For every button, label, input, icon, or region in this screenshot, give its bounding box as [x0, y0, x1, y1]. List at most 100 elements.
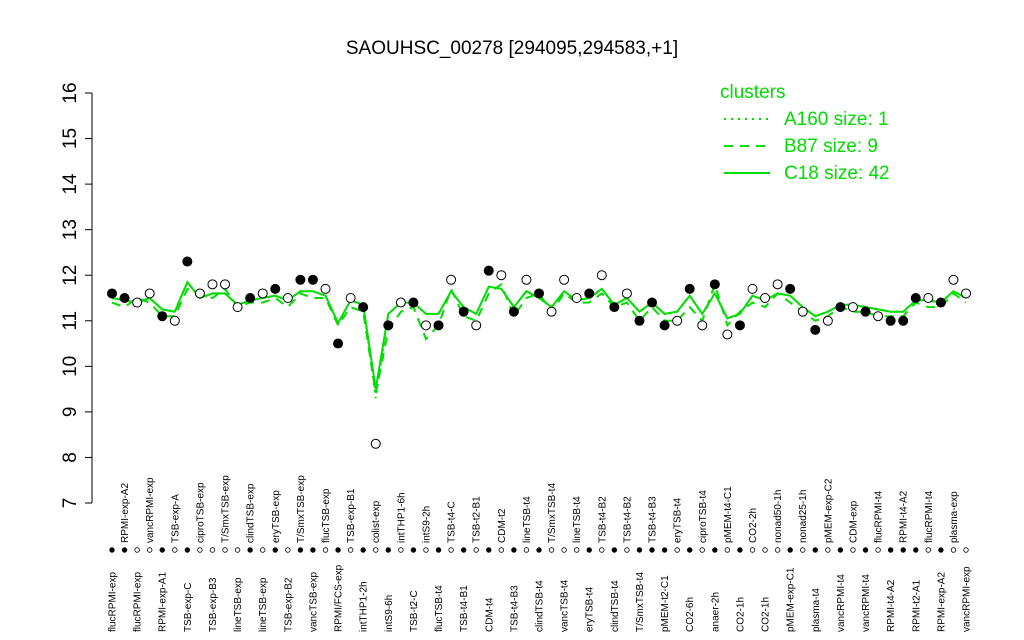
sample-marker: [310, 547, 316, 553]
sample-point: [182, 256, 193, 267]
sample-point: [508, 306, 519, 317]
sample-point: [910, 293, 921, 303]
x-tick-label: RPMI-t4-A2: [886, 579, 897, 632]
x-tick-label: intS9-2h: [421, 506, 432, 543]
sample-marker: [536, 547, 542, 553]
sample-marker: [222, 547, 228, 553]
x-tick-label: TSB-t4-B2: [597, 496, 608, 543]
sample-marker: [913, 547, 919, 553]
sample-point: [307, 274, 318, 285]
y-tick-label: 14: [60, 173, 81, 195]
sample-marker: [498, 547, 505, 553]
x-tick-label: eryTSB-t4: [585, 587, 596, 632]
sample-marker: [636, 547, 643, 553]
x-tick-label: flucTSB-t4: [434, 585, 445, 632]
sample-marker: [435, 547, 442, 553]
sample-marker: [172, 547, 178, 553]
sample-point: [534, 288, 544, 299]
sample-marker: [687, 547, 693, 553]
sample-marker: [197, 547, 203, 553]
chart-title: SAOUHSC_00278 [294095,294583,+1]: [346, 38, 678, 59]
sample-point: [232, 302, 243, 313]
sample-point: [408, 297, 419, 308]
x-tick-label: TSB-t4-B3: [648, 496, 659, 543]
sample-marker: [875, 547, 881, 553]
x-tick-label: CO2-1h: [735, 597, 746, 632]
sample-point: [873, 311, 884, 322]
sample-marker: [511, 547, 517, 553]
sample-marker: [862, 547, 869, 553]
sample-point: [948, 274, 959, 285]
sample-point: [194, 288, 205, 299]
sample-point: [621, 288, 632, 299]
sample-point: [609, 302, 620, 313]
sample-marker: [787, 547, 793, 553]
x-tick-label: CDM-exp: [848, 500, 859, 543]
x-tick-label: vancRPMI-exp: [962, 566, 973, 632]
sample-marker: [938, 547, 944, 553]
x-tick-label: ciproTSB-t4: [698, 490, 709, 543]
x-tick-label: flucRPMI-exp: [108, 572, 119, 632]
sample-marker: [800, 547, 806, 553]
x-tick-label: CO2-2h: [748, 508, 759, 543]
sample-marker: [724, 547, 731, 553]
sample-point: [107, 288, 117, 299]
sample-point: [760, 293, 771, 303]
x-tick-label: lineTSB-t4: [572, 496, 583, 543]
x-tick-label: pMEM-t4-C1: [723, 486, 734, 543]
sample-marker: [825, 547, 831, 553]
sample-marker: [963, 547, 969, 553]
sample-marker: [699, 547, 705, 553]
y-tick-label: 11: [60, 311, 81, 331]
x-tick-label: plasma-exp: [949, 491, 960, 543]
x-tick-label: clindTSB-exp: [246, 483, 257, 543]
x-tick-label: RPMI-exp-A2: [120, 483, 131, 543]
sample-point: [358, 302, 369, 313]
sample-point: [860, 306, 871, 317]
x-tick-label: T/SmxTSB-exp: [221, 475, 232, 543]
sample-marker: [573, 547, 580, 553]
legend-label: A160 size: 1: [784, 109, 889, 130]
x-tick-label: lineTSB-exp: [233, 577, 244, 632]
x-tick-label: vancRPMI-t4: [836, 574, 847, 632]
x-tick-label: RPMI-t4-A2: [899, 490, 910, 543]
x-tick-label: TSB-t4-C: [447, 501, 458, 543]
sample-point: [207, 279, 218, 290]
sample-point: [433, 320, 444, 331]
sample-point: [785, 283, 796, 294]
sample-point: [220, 279, 231, 290]
sample-marker: [234, 547, 241, 553]
sample-point: [709, 279, 720, 290]
sample-marker: [661, 547, 668, 553]
x-tick-label: TSB-t4-B2: [622, 496, 633, 543]
sample-point: [684, 283, 695, 294]
sample-point: [923, 293, 934, 303]
x-tick-label: RPMI-t2-A1: [911, 579, 922, 632]
sample-point: [420, 320, 431, 331]
x-tick-label: CO2-1h: [761, 597, 772, 632]
x-tick-label: TSB-exp-B1: [346, 488, 357, 543]
sample-marker: [887, 547, 894, 553]
sample-point: [772, 279, 783, 290]
x-tick-label: flucRPMI-exp: [133, 572, 144, 632]
sample-point: [797, 306, 808, 317]
sample-point: [370, 438, 381, 449]
x-tick-label: pMEM-t2-C1: [660, 575, 671, 632]
sample-marker: [209, 547, 216, 553]
sample-marker: [523, 547, 530, 553]
sample-point: [169, 315, 180, 326]
x-tick-label: RPMI-exp-A1: [158, 572, 169, 632]
sample-point: [345, 293, 356, 303]
x-tick-label: vancRPMI-exp: [145, 477, 156, 543]
sample-marker: [624, 547, 630, 553]
sample-marker: [486, 547, 492, 553]
sample-marker: [473, 547, 479, 553]
sample-marker: [134, 547, 140, 553]
x-tick-label: TSB-exp-B3: [208, 577, 219, 632]
sample-marker: [285, 547, 291, 553]
sample-point: [835, 302, 846, 313]
x-tick-label: TSB-t2-C: [409, 590, 420, 632]
sample-point: [734, 320, 745, 331]
x-tick-label: vancTSB-exp: [308, 572, 319, 632]
legend-title: clusters: [720, 82, 785, 103]
